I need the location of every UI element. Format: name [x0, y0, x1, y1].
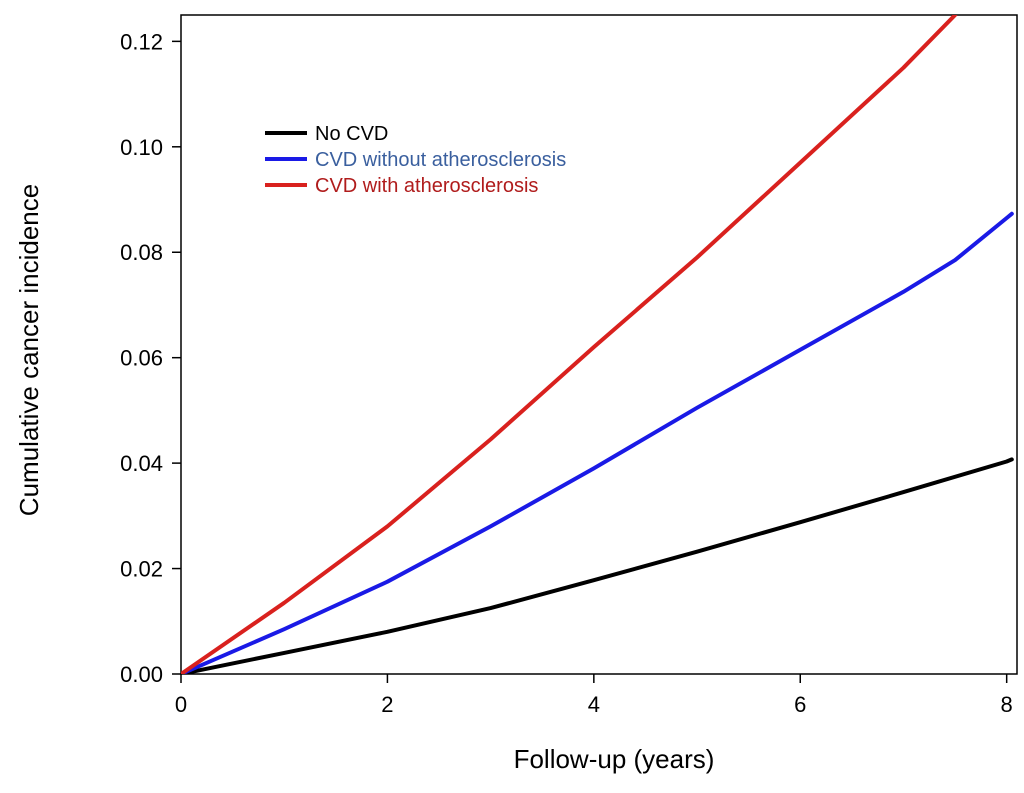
legend-label-0: No CVD — [315, 123, 388, 145]
series-line-2 — [181, 15, 958, 674]
series-line-1 — [181, 211, 1014, 674]
x-tick-label: 8 — [1001, 692, 1013, 717]
y-tick-label: 0.02 — [120, 557, 163, 582]
plot-area: 0.00 0.02 0.04 0.06 0.08 0.10 0.12 0 2 4 6 8 No CVD C… — [120, 14, 1018, 717]
x-axis-title: Follow-up (years) — [514, 744, 715, 774]
y-tick-label: 0.12 — [120, 29, 163, 54]
x-tick-label: 2 — [381, 692, 393, 717]
y-tick-label: 0.00 — [120, 662, 163, 687]
legend-label-2: CVD with atherosclerosis — [315, 175, 538, 197]
legend-label-1: CVD without atherosclerosis — [315, 149, 566, 171]
series-line-0 — [181, 457, 1014, 674]
y-tick-label: 0.04 — [120, 451, 163, 476]
y-tick-label: 0.06 — [120, 346, 163, 371]
x-tick-label: 6 — [794, 692, 806, 717]
x-tick-label: 0 — [175, 692, 187, 717]
y-tick-label: 0.10 — [120, 135, 163, 160]
y-axis-title: Cumulative cancer incidence — [14, 184, 44, 516]
y-tick-label: 0.08 — [120, 240, 163, 265]
plot-frame — [180, 14, 1018, 675]
x-tick-label: 4 — [588, 692, 600, 717]
